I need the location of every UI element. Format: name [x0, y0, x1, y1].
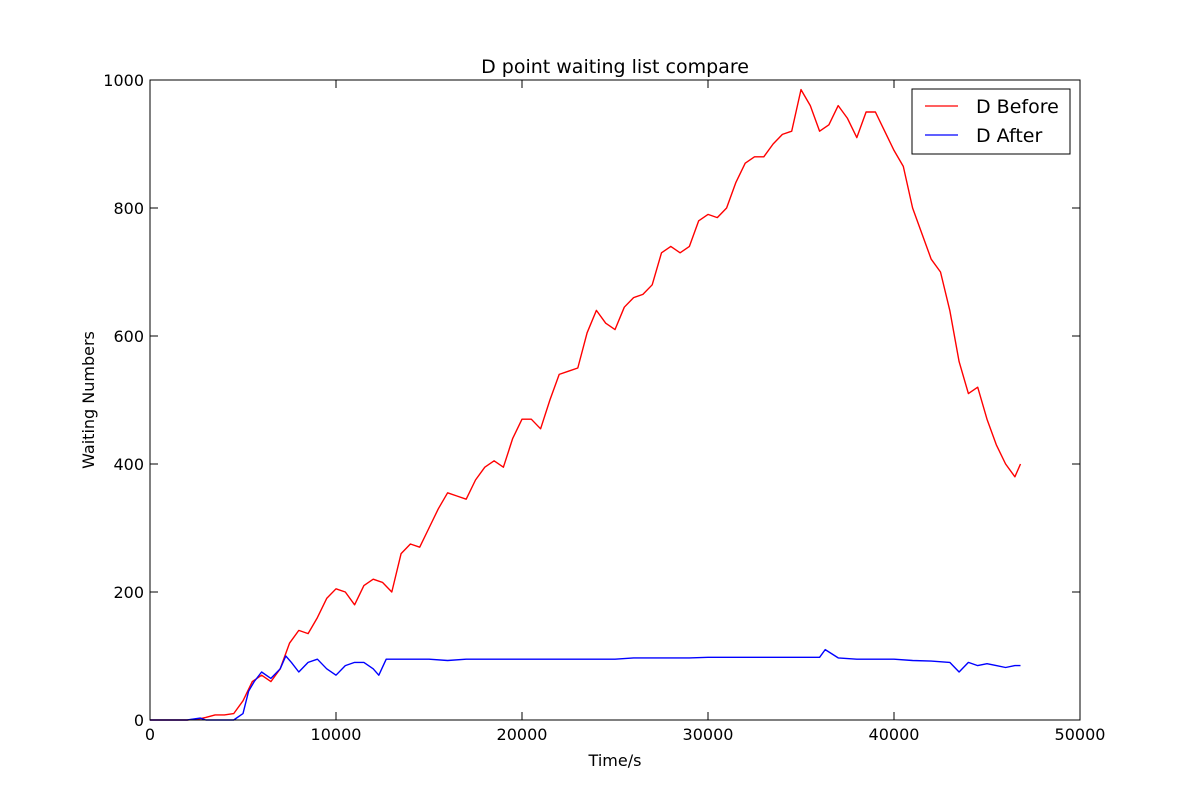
ticks-layer: 0 10000 20000 30000 40000 50000 0 200 400 600 800 1… [103, 71, 1105, 744]
legend-label-d-after: D After [976, 125, 1042, 147]
y-tick-label: 800 [113, 199, 144, 218]
legend-label-d-before: D Before [976, 96, 1059, 118]
chart-title: D point waiting list compare [481, 56, 749, 78]
x-tick-label: 30000 [683, 725, 734, 744]
y-tick-label: 1000 [103, 71, 144, 90]
x-tick-label: 10000 [311, 725, 362, 744]
y-axis-title: Waiting Numbers [79, 331, 98, 469]
x-axis-title: Time/s [588, 751, 642, 770]
legend-box [911, 88, 1071, 155]
y-tick-label: 0 [134, 711, 144, 730]
y-tick-label: 600 [113, 327, 144, 346]
x-tick-label: 40000 [869, 725, 920, 744]
y-tick-label: 200 [113, 583, 144, 602]
plot-area-frame [149, 79, 1081, 721]
series-layer [150, 88, 1022, 721]
x-tick-label: 20000 [497, 725, 548, 744]
x-tick-label: 50000 [1055, 725, 1106, 744]
y-tick-label: 400 [113, 455, 144, 474]
series-line-d-after [150, 648, 1021, 721]
series-line-d-before [150, 88, 1022, 721]
legend: D Before D After [911, 88, 1071, 155]
x-tick-label: 0 [145, 725, 155, 744]
